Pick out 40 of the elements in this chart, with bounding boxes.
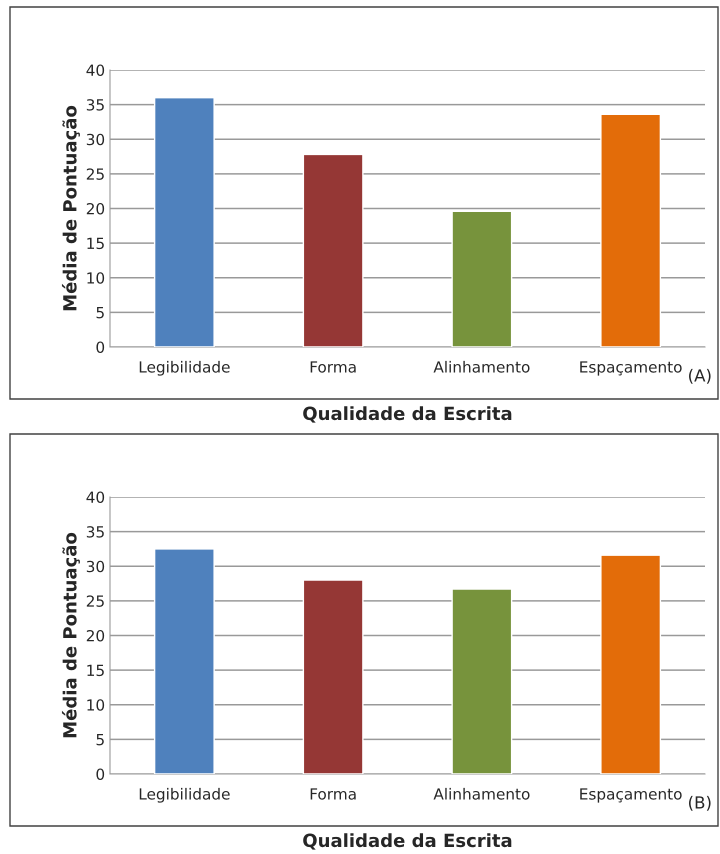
bar	[451, 588, 512, 774]
x-tick-label: Legibilidade	[140, 788, 230, 803]
text: (B)	[688, 796, 711, 811]
bar	[154, 97, 215, 347]
x-tick-label: Forma	[310, 788, 356, 800]
y-tick-label: 5	[96, 734, 104, 746]
x-tick-label: Alinhamento	[434, 788, 530, 800]
y-tick-label: 35	[86, 526, 104, 538]
y-axis-title: Média de Pontuação	[62, 106, 80, 310]
x-axis-title: Qualidade da Escrita	[303, 833, 512, 850]
x-tick-label: Espaçamento	[580, 788, 682, 803]
y-tick-label: 25	[86, 168, 104, 180]
y-tick-label: 35	[86, 99, 104, 111]
x-tick-label: Forma	[310, 361, 356, 373]
bar	[302, 579, 364, 774]
bar	[154, 548, 215, 774]
x-tick-label: Espaçamento	[580, 361, 682, 376]
y-tick-label: 20	[86, 202, 104, 215]
y-tick-label: 10	[87, 272, 104, 284]
x-axis-title: Qualidade da Escrita	[303, 406, 512, 423]
y-tick-label: 40	[86, 64, 104, 76]
x-tick-label: Legibilidade	[140, 360, 230, 376]
y-tick-label: 0	[96, 768, 104, 780]
y-tick-label: 15	[87, 238, 104, 250]
bar	[302, 154, 364, 347]
bar	[451, 210, 512, 347]
text: (A)	[689, 368, 711, 384]
y-tick-label: 30	[86, 134, 104, 146]
bar	[600, 114, 662, 347]
bar	[600, 554, 662, 774]
y-tick-label: 5	[96, 307, 104, 318]
x-tick-label: Alinhamento	[434, 360, 530, 373]
y-tick-label: 40	[86, 491, 104, 504]
y-tick-label: 25	[86, 595, 104, 607]
y-tick-label: 15	[87, 664, 104, 676]
y-tick-label: 20	[86, 630, 104, 642]
y-tick-label: 10	[87, 699, 104, 711]
y-tick-label: 30	[86, 560, 104, 572]
y-tick-label: 0	[96, 341, 104, 354]
y-axis-title: Média de Pontuação	[62, 532, 80, 738]
